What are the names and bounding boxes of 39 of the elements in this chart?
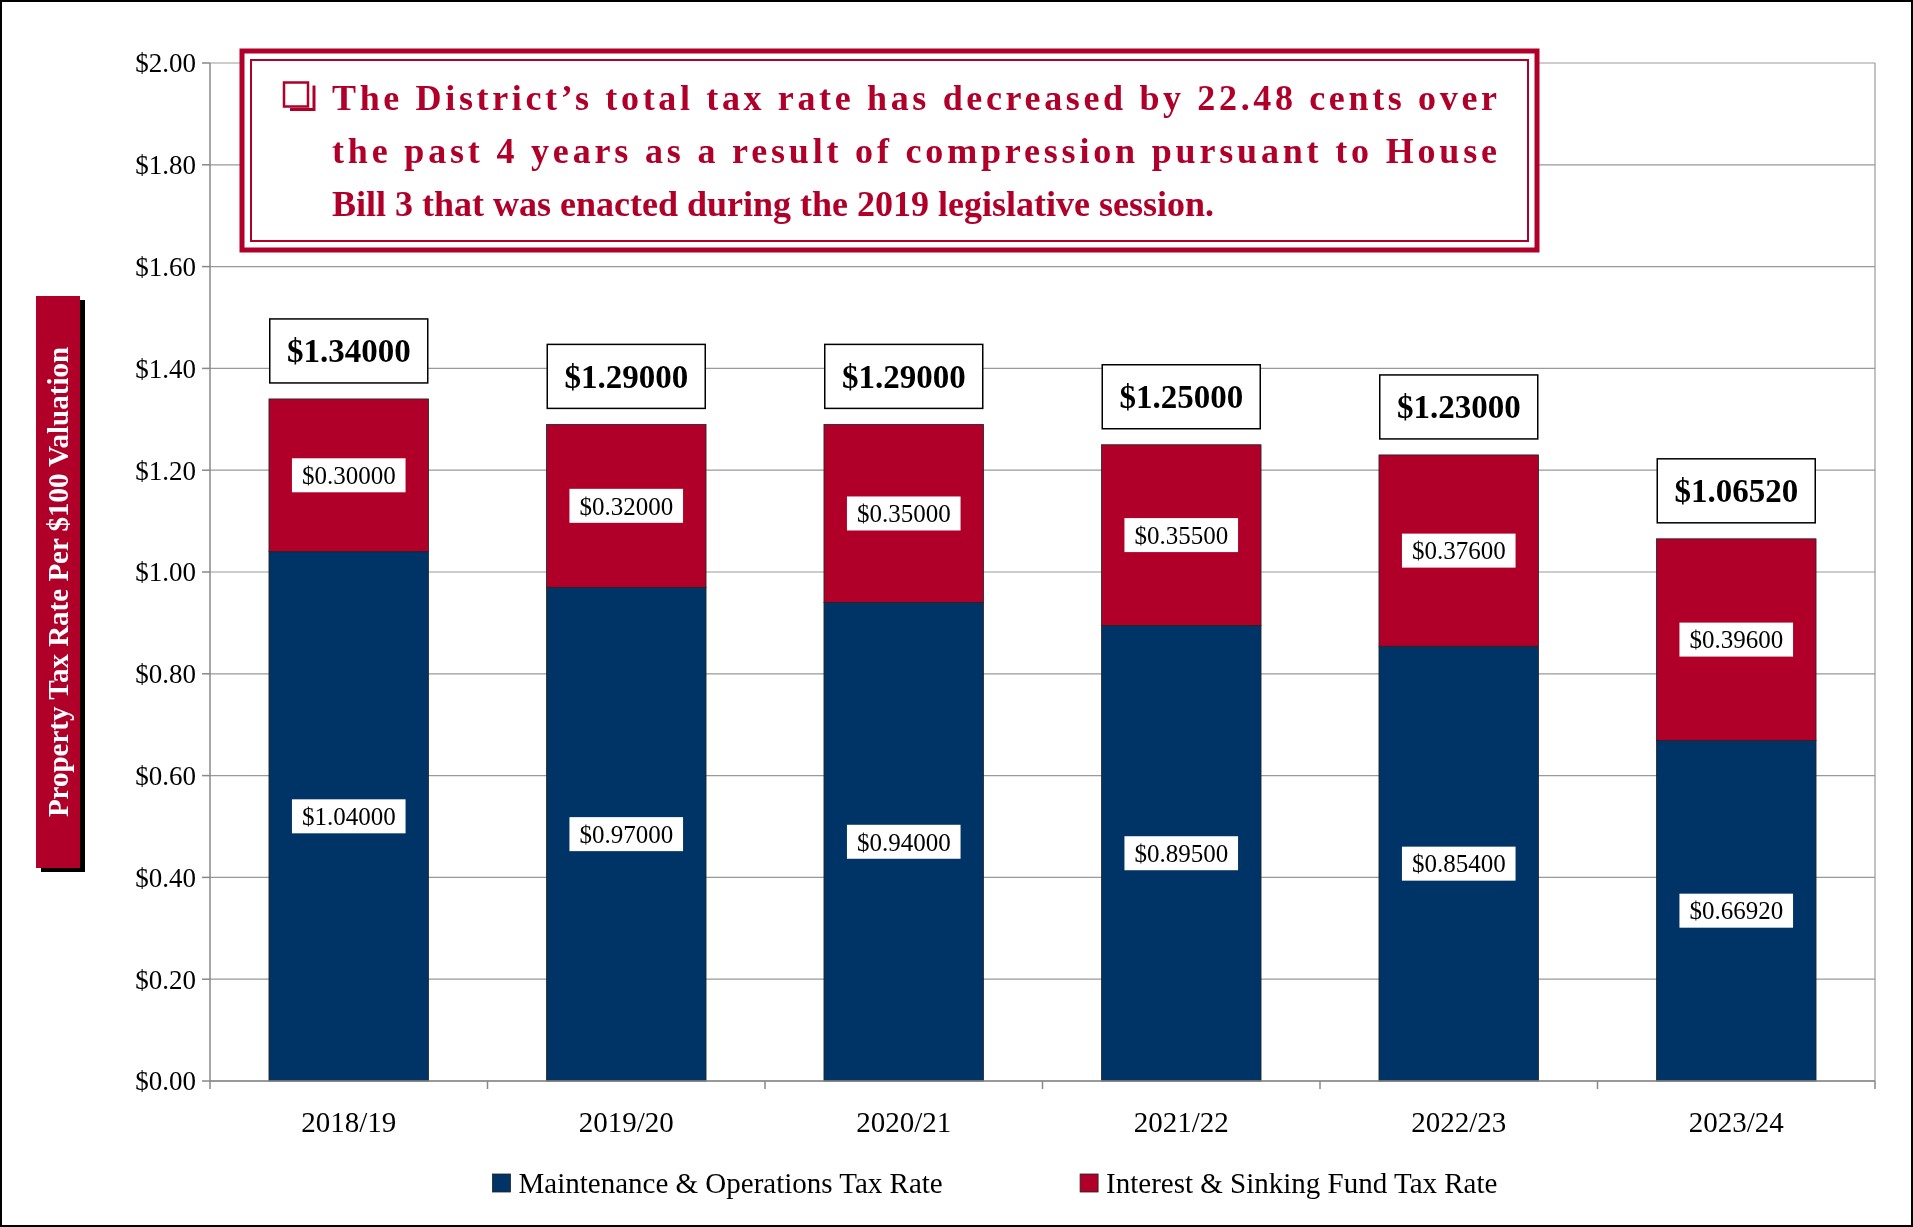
total-label: $1.23000: [1396, 389, 1521, 426]
y-tick-label: $0.20: [135, 964, 196, 995]
x-tick-label: 2022/23: [1411, 1106, 1507, 1139]
data-label: $0.94000: [856, 828, 951, 856]
y-tick-label: $0.40: [135, 862, 196, 893]
y-tick-label: $0.60: [135, 761, 196, 792]
total-label: $1.29000: [841, 358, 966, 395]
data-label: $0.30000: [301, 462, 396, 490]
y-tick-label: $0.80: [135, 659, 196, 690]
y-tick-label: $2.00: [135, 48, 196, 79]
data-label: $0.39600: [1689, 626, 1784, 654]
y-tick-label: $1.80: [135, 150, 196, 181]
x-tick-label: 2020/21: [856, 1106, 952, 1139]
total-label: $1.29000: [564, 358, 689, 395]
data-label: $0.97000: [579, 820, 674, 848]
data-label: $0.35000: [856, 500, 951, 528]
x-tick-label: 2023/24: [1688, 1106, 1785, 1139]
legend-label: Interest & Sinking Fund Tax Rate: [1106, 1167, 1498, 1200]
y-tick-label: $0.00: [135, 1066, 196, 1097]
data-label: $1.04000: [301, 803, 396, 831]
data-label: $0.66920: [1689, 897, 1784, 925]
data-label: $0.35500: [1134, 521, 1229, 549]
data-label: $0.85400: [1411, 850, 1506, 878]
y-axis-title: Property Tax Rate Per $100 Valuation: [42, 346, 75, 818]
y-tick-label: $1.60: [135, 252, 196, 283]
total-label: $1.34000: [286, 333, 411, 370]
data-label: $0.32000: [579, 492, 674, 520]
x-tick-label: 2021/22: [1133, 1106, 1229, 1139]
x-tick-label: 2018/19: [301, 1106, 397, 1139]
text: The District’s total tax rate has decreased by 22.48 cents over the past 4 years as a result of compression pursuant to House Bill 3 that was enacted during the 2019 legislative session.: [332, 78, 1498, 225]
x-tick-label: 2019/20: [578, 1106, 674, 1139]
data-label: $0.89500: [1134, 839, 1229, 867]
legend-label: Maintenance & Operations Tax Rate: [518, 1167, 943, 1200]
y-tick-label: $1.40: [135, 353, 196, 384]
total-label: $1.25000: [1119, 379, 1244, 416]
data-label: $0.37600: [1411, 537, 1506, 565]
y-tick-label: $1.00: [135, 557, 196, 588]
total-label: $1.06520: [1674, 473, 1799, 510]
y-tick-label: $1.20: [135, 455, 196, 486]
